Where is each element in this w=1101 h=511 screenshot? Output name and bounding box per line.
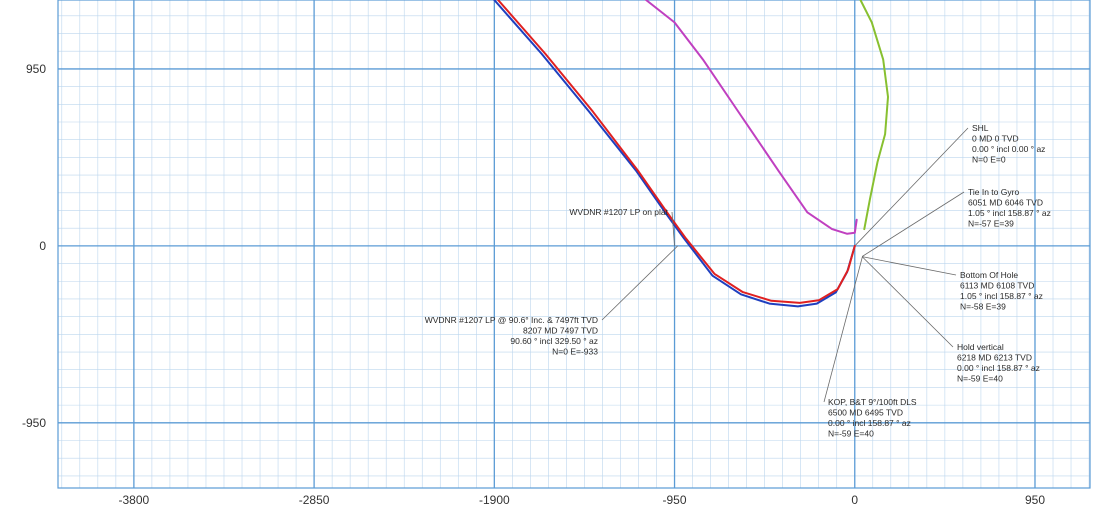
annotation-leader — [861, 191, 965, 257]
series-group — [493, 0, 889, 308]
annotation-text: 6500 MD 6495 TVD — [828, 408, 903, 418]
x-tick-label: -3800 — [119, 493, 150, 507]
annotation-text: 1.05 ° incl 158.87 ° az — [960, 291, 1043, 301]
x-tick-label: -950 — [663, 493, 687, 507]
annotation-text: N=0 E=0 — [972, 155, 1006, 165]
annotation-text: 0.00 ° incl 158.87 ° az — [828, 418, 911, 428]
annotation-text: 0.00 ° incl 0.00 ° az — [972, 144, 1045, 154]
annotation-text: KOP, B&T 9°/100ft DLS — [828, 397, 917, 407]
annotation-text: 6113 MD 6108 TVD — [960, 281, 1034, 291]
y-tick-label: 0 — [39, 239, 46, 253]
annotation-leader — [823, 256, 863, 403]
annotation-leader — [862, 256, 954, 348]
annotation-text: 0.00 ° incl 158.87 ° az — [957, 363, 1040, 373]
series-line-3 — [645, 0, 858, 235]
annotation-text: N=-58 E=39 — [960, 302, 1006, 312]
annotation-text: N=0 E=-933 — [552, 347, 598, 357]
annotation-leader — [862, 256, 957, 276]
annotation-text: N=-59 E=40 — [957, 374, 1003, 384]
series-line-4 — [859, 0, 889, 231]
annotation-text: N=-57 E=39 — [968, 219, 1014, 229]
series-line-1 — [493, 0, 856, 308]
annotation-text: 6218 MD 6213 TVD — [957, 353, 1032, 363]
annotation-text: 0 MD 0 TVD — [972, 134, 1019, 144]
annotation-text: 90.60 ° incl 329.50 ° az — [510, 336, 598, 346]
x-tick-label: -1900 — [479, 493, 510, 507]
annotation-text: 8207 MD 7497 TVD — [523, 326, 598, 336]
annotation-text: Bottom Of Hole — [960, 270, 1018, 280]
annotation-text: WVDNR #1207 LP on plat — [569, 207, 668, 217]
x-tick-label: 950 — [1025, 493, 1045, 507]
annotation-text: WVDNR #1207 LP @ 90.6° Inc. & 7497ft TVD — [425, 315, 598, 325]
x-tick-label: -2850 — [299, 493, 330, 507]
annotation-leader — [855, 127, 969, 246]
tick-labels: -3800 -2850 -1900 -950 0 950 950 0 -950 — [22, 62, 1045, 507]
series-line-2 — [497, 0, 856, 304]
annotation-text: SHL — [972, 123, 989, 133]
annotation-text: Hold vertical — [957, 342, 1004, 352]
annotation-leader — [671, 211, 675, 246]
annotation-text: 6051 MD 6046 TVD — [968, 198, 1043, 208]
plot-frame — [57, 0, 1091, 489]
y-tick-label: -950 — [22, 416, 46, 430]
x-tick-label: 0 — [851, 493, 858, 507]
annotation-text: Tie In to Gyro — [968, 187, 1019, 197]
annotation-text: N=-59 E=40 — [828, 429, 874, 439]
annotation-leader — [601, 245, 679, 321]
annotation-text: 1.05 ° incl 158.87 ° az — [968, 208, 1051, 218]
y-tick-label: 950 — [26, 62, 46, 76]
grid — [57, 0, 1091, 489]
